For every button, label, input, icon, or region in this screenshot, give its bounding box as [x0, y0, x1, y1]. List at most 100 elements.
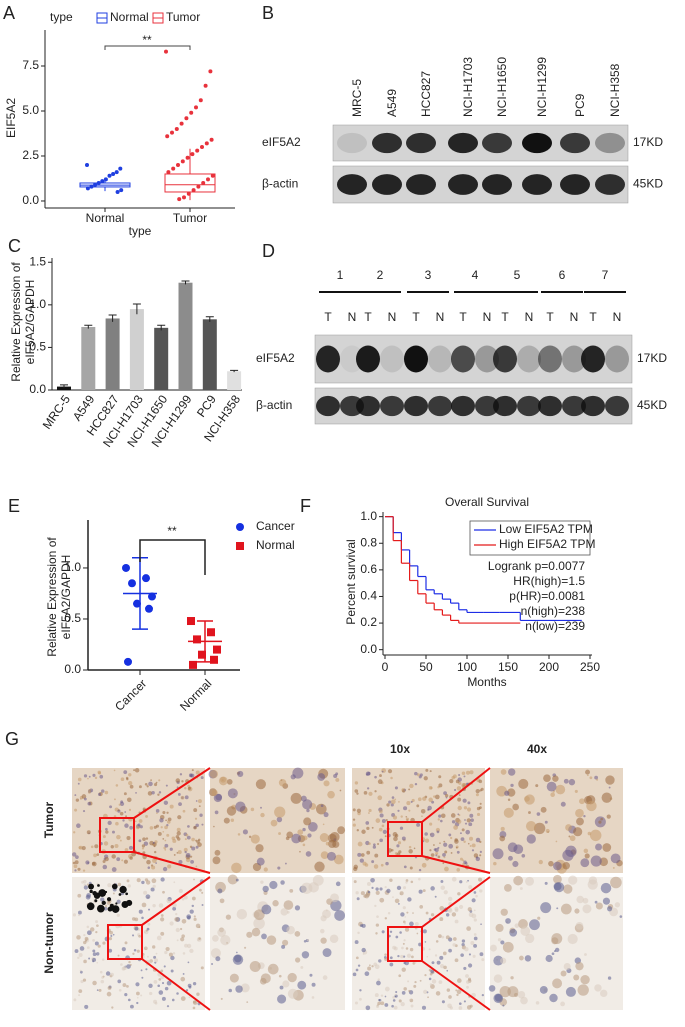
micrograph-texture [560, 801, 566, 807]
micrograph-texture [160, 969, 164, 973]
micrograph-texture [587, 879, 598, 890]
blot-band [404, 395, 428, 417]
micrograph-texture [77, 956, 80, 960]
zoom-line [421, 960, 491, 1011]
micrograph-texture [379, 774, 382, 778]
data-point [128, 579, 136, 588]
micrograph-texture [158, 791, 162, 794]
data-point [189, 660, 197, 669]
micrograph-texture [470, 818, 474, 822]
micrograph-texture [398, 903, 400, 905]
micrograph-texture [465, 881, 468, 883]
micrograph-texture [78, 910, 82, 915]
micrograph-texture [560, 970, 567, 977]
pigment [88, 883, 95, 890]
data-point [165, 134, 170, 139]
micrograph-texture [555, 784, 566, 795]
micrograph-texture [438, 980, 443, 985]
micrograph-texture [582, 904, 592, 914]
micrograph-texture [510, 783, 514, 788]
data-point [142, 574, 150, 583]
micrograph-texture [128, 808, 132, 812]
micrograph-texture [235, 878, 239, 882]
micrograph-texture [436, 960, 441, 965]
micrograph-texture [409, 947, 414, 952]
data-point [124, 657, 132, 666]
micrograph-texture [102, 864, 108, 870]
micrograph-texture [115, 821, 119, 826]
micrograph-texture [463, 1000, 466, 1003]
micrograph-texture [249, 961, 261, 973]
micrograph-texture [439, 955, 444, 960]
micrograph-texture [153, 825, 157, 829]
blot-band [560, 132, 590, 154]
micrograph-texture [187, 825, 190, 828]
micrograph-texture [403, 922, 407, 925]
error-bar [60, 384, 68, 389]
micrograph-texture [458, 794, 461, 796]
significance: ** [142, 33, 152, 47]
micrograph-texture [392, 896, 394, 899]
micrograph-texture [363, 894, 367, 898]
micrograph-texture [137, 823, 141, 827]
micrograph-texture [365, 821, 370, 825]
micrograph-texture [226, 779, 233, 785]
micrograph-texture [160, 877, 165, 882]
micrograph-texture [355, 891, 359, 895]
micrograph-texture [461, 828, 465, 832]
micrograph-texture [386, 803, 390, 807]
micrograph-texture [160, 826, 163, 829]
blot-band [404, 345, 428, 373]
micrograph-texture [528, 811, 531, 814]
micrograph-texture [96, 961, 99, 964]
micrograph-texture [366, 787, 370, 790]
lane-label: N [570, 310, 579, 324]
legend-swatch [236, 542, 244, 550]
micrograph-texture [401, 788, 406, 792]
significance-bracket [139, 539, 206, 575]
micrograph-texture [114, 843, 119, 848]
micrograph-texture [186, 835, 191, 840]
micrograph-texture [466, 985, 469, 989]
micrograph-texture [96, 924, 99, 928]
micrograph-texture [214, 849, 221, 856]
micrograph-texture [299, 850, 301, 853]
micrograph-texture [405, 947, 409, 950]
micrograph-texture [86, 883, 90, 886]
micrograph-texture [567, 933, 578, 945]
micrograph-texture [173, 881, 176, 884]
micrograph-texture [83, 879, 87, 884]
micrograph-texture [197, 799, 202, 804]
micrograph-texture [442, 862, 445, 865]
micrograph-texture [91, 861, 97, 867]
micrograph-texture [471, 913, 477, 919]
micrograph-texture [413, 847, 416, 850]
micrograph-texture [294, 931, 301, 937]
micrograph-texture [469, 770, 474, 775]
pigment [94, 899, 98, 903]
zoom-box [99, 817, 135, 853]
data-point [193, 635, 201, 644]
micrograph-texture [246, 931, 253, 938]
micrograph-texture [148, 908, 151, 911]
micrograph-texture [525, 933, 535, 944]
micrograph-texture [402, 906, 406, 910]
micrograph-texture [356, 897, 360, 901]
micrograph-texture [488, 985, 496, 992]
micrograph-texture [219, 898, 225, 904]
micrograph-texture [381, 770, 384, 773]
group-label: 2 [377, 268, 384, 282]
micrograph-texture [124, 823, 129, 828]
pigment [115, 902, 118, 905]
micrograph-texture [120, 777, 125, 782]
group-label: 7 [602, 268, 609, 282]
micrograph-texture [583, 814, 586, 818]
micrograph-texture [380, 863, 384, 867]
blot-band [605, 345, 629, 373]
micrograph-texture [513, 844, 524, 855]
micrograph-texture [282, 980, 290, 988]
micrograph-texture [584, 953, 587, 956]
micrograph-texture [87, 801, 92, 806]
micrograph-texture [431, 979, 437, 984]
micrograph-texture [81, 794, 87, 799]
